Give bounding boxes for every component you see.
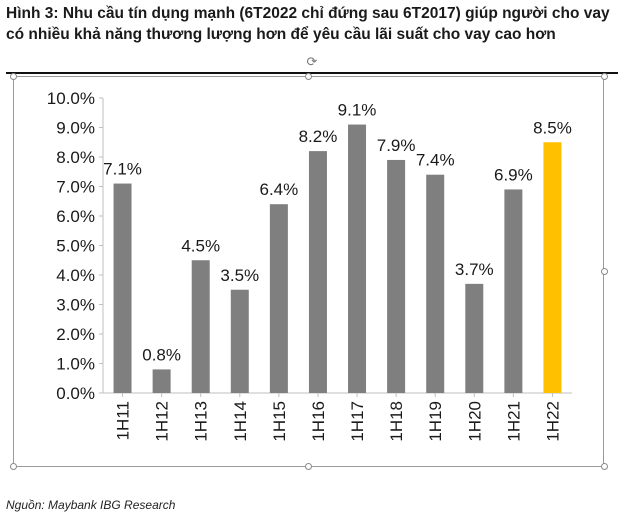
resize-handle-top-left[interactable] [10,73,17,80]
data-label-1H13: 4.5% [181,236,220,255]
bar-1H14 [230,289,249,393]
data-label-1H12: 0.8% [142,345,181,364]
bar-1H21 [504,189,523,393]
bar-1H15 [269,204,288,393]
resize-handle-bottom-center[interactable] [305,463,312,470]
x-tick-label-1H20: 1H20 [465,401,484,442]
x-tick-label-1H14: 1H14 [231,401,250,442]
x-tick-label-1H16: 1H16 [309,401,328,442]
data-label-1H15: 6.4% [260,180,299,199]
bar-1H18 [387,159,406,393]
bar-1H19 [426,174,445,393]
data-label-1H18: 7.9% [377,136,416,155]
data-label-1H14: 3.5% [220,266,259,285]
bar-1H20 [465,283,484,393]
resize-handle-top-center[interactable] [305,73,312,80]
y-tick-label: 4.0% [56,266,95,285]
resize-handle-bottom-left[interactable] [10,463,17,470]
resize-handle-top-right[interactable] [601,73,608,80]
data-label-1H19: 7.4% [416,151,455,170]
bar-1H16 [308,151,327,393]
x-tick-label-1H18: 1H18 [387,401,406,442]
resize-handle-bottom-right[interactable] [601,463,608,470]
y-tick-label: 1.0% [56,355,95,374]
y-tick-label: 2.0% [56,325,95,344]
source-note: Nguồn: Maybank IBG Research [6,498,176,512]
data-label-1H21: 6.9% [494,165,533,184]
bar-1H22 [543,142,562,393]
data-label-1H22: 8.5% [533,118,572,137]
x-tick-label-1H21: 1H21 [504,401,523,442]
y-tick-label: 3.0% [56,296,95,315]
data-label-1H17: 9.1% [338,101,377,120]
data-label-1H11: 7.1% [103,160,142,179]
y-tick-label: 9.0% [56,119,95,138]
y-tick-label: 5.0% [56,237,95,256]
data-label-1H16: 8.2% [299,127,338,146]
y-tick-label: 6.0% [56,207,95,226]
x-tick-label-1H11: 1H11 [114,401,133,440]
x-tick-label-1H17: 1H17 [348,401,367,442]
bar-1H13 [191,260,210,393]
bar-1H12 [152,369,171,393]
resize-handle-middle-right[interactable] [601,268,608,275]
y-tick-label: 8.0% [56,148,95,167]
data-label-1H20: 3.7% [455,260,494,279]
rotate-icon[interactable]: ⟳ [306,54,318,69]
y-tick-label: 10.0% [47,89,95,108]
x-tick-label-1H22: 1H22 [543,401,562,442]
y-tick-label: 0.0% [56,384,95,403]
bar-1H11 [113,183,132,393]
x-tick-label-1H19: 1H19 [426,401,445,442]
x-tick-label-1H15: 1H15 [270,401,289,442]
y-tick-label: 7.0% [56,178,95,197]
x-tick-label-1H13: 1H13 [192,401,211,442]
bar-1H17 [348,124,367,394]
title-underline [6,72,618,74]
figure-title: Hình 3: Nhu cầu tín dụng mạnh (6T2022 ch… [6,5,610,43]
x-tick-label-1H12: 1H12 [153,401,172,442]
